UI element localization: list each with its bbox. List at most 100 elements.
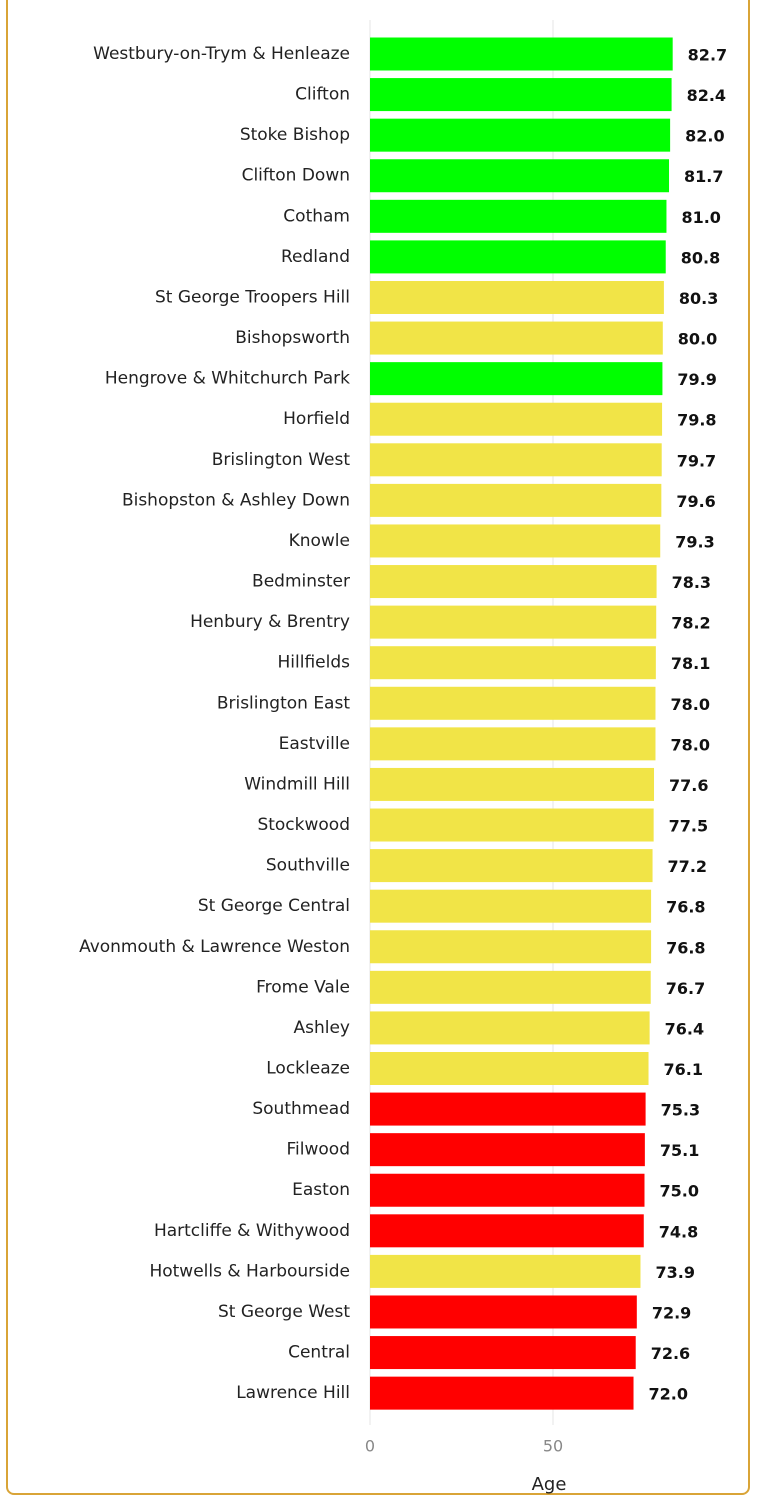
bar	[370, 970, 651, 1004]
value-label: 78.2	[671, 614, 710, 633]
y-tick-label: St George Central	[198, 896, 350, 916]
value-label: 80.0	[678, 330, 717, 349]
y-tick-label: Stockwood	[257, 815, 350, 835]
y-tick-label: Hengrove & Whitchurch Park	[105, 369, 350, 389]
y-tick-label: Southville	[266, 856, 350, 876]
y-tick-label: Redland	[281, 247, 350, 267]
y-tick-label: Stoke Bishop	[240, 125, 350, 145]
bar	[370, 402, 663, 436]
value-label: 78.3	[672, 573, 711, 592]
y-tick-label: Hartcliffe & Withywood	[154, 1221, 350, 1241]
bar	[370, 889, 652, 923]
bar	[370, 240, 666, 274]
bar	[370, 1133, 645, 1167]
value-label: 78.0	[670, 695, 709, 714]
bar	[370, 1295, 637, 1329]
bar	[370, 78, 672, 112]
value-label: 82.4	[687, 86, 726, 105]
bar	[370, 443, 662, 477]
y-tick-label: Southmead	[252, 1099, 350, 1119]
bar	[370, 37, 673, 71]
y-tick-label: Central	[288, 1343, 350, 1363]
value-label: 81.0	[681, 208, 720, 227]
bar	[370, 849, 653, 883]
value-label: 82.0	[685, 127, 724, 146]
bar	[370, 1011, 650, 1045]
y-tick-label: Knowle	[289, 531, 350, 551]
value-label: 75.0	[660, 1182, 699, 1201]
bar	[370, 727, 656, 761]
y-tick-label: St George Troopers Hill	[155, 287, 350, 307]
y-tick-label: Brislington East	[217, 693, 351, 713]
bar	[370, 1254, 641, 1288]
value-label: 76.1	[664, 1060, 703, 1079]
bar	[370, 930, 652, 964]
x-tick-label: 0	[365, 1437, 375, 1456]
bar	[370, 1376, 634, 1410]
value-label: 76.8	[666, 898, 705, 917]
card-border	[6, 0, 750, 1495]
bar	[370, 280, 664, 314]
y-tick-label: Eastville	[279, 734, 350, 754]
y-tick-label: Frome Vale	[256, 977, 350, 997]
value-label: 76.4	[665, 1019, 704, 1038]
bar	[370, 686, 656, 720]
bar	[370, 483, 662, 517]
value-label: 81.7	[684, 167, 723, 186]
value-label: 79.9	[677, 370, 716, 389]
y-tick-label: Filwood	[287, 1140, 350, 1160]
value-label: 80.3	[679, 289, 718, 308]
value-label: 74.8	[659, 1222, 698, 1241]
value-label: 73.9	[655, 1263, 694, 1282]
bar	[370, 524, 661, 558]
y-tick-label: Brislington West	[212, 450, 351, 470]
bar	[370, 199, 667, 233]
bar	[370, 605, 657, 639]
value-label: 72.9	[652, 1303, 691, 1322]
y-tick-label: Lockleaze	[266, 1059, 350, 1079]
value-label: 75.3	[661, 1101, 700, 1120]
x-tick-label: 50	[543, 1437, 563, 1456]
value-label: 77.2	[668, 857, 707, 876]
value-label: 77.5	[669, 817, 708, 836]
value-label: 76.7	[666, 979, 705, 998]
bar	[370, 321, 663, 355]
value-label: 80.8	[681, 248, 720, 267]
y-tick-label: Bishopston & Ashley Down	[122, 490, 350, 510]
bar	[370, 1173, 645, 1207]
y-tick-label: Hillfields	[278, 653, 351, 673]
y-tick-label: Bishopsworth	[235, 328, 350, 348]
bar	[370, 767, 655, 801]
bar	[370, 1092, 646, 1126]
value-label: 79.3	[675, 532, 714, 551]
bar	[370, 1336, 636, 1370]
bar	[370, 808, 654, 842]
bar	[370, 118, 671, 152]
value-label: 72.0	[649, 1385, 688, 1404]
y-tick-label: Westbury-on-Trym & Henleaze	[93, 44, 350, 64]
value-label: 79.8	[677, 411, 716, 430]
bar	[370, 159, 670, 193]
value-label: 78.1	[671, 654, 710, 673]
y-tick-label: Cotham	[283, 206, 350, 226]
value-label: 72.6	[651, 1344, 690, 1363]
y-tick-label: Clifton Down	[242, 166, 350, 186]
value-label: 79.7	[677, 451, 716, 470]
y-tick-label: Lawrence Hill	[236, 1383, 350, 1403]
y-tick-label: Avonmouth & Lawrence Weston	[79, 937, 350, 957]
value-label: 76.8	[666, 938, 705, 957]
y-tick-label: Easton	[292, 1180, 350, 1200]
y-tick-label: Hotwells & Harbourside	[149, 1261, 350, 1281]
y-tick-label: Henbury & Brentry	[190, 612, 350, 632]
value-label: 79.6	[676, 492, 715, 511]
bar	[370, 1052, 649, 1085]
x-axis-title: Age	[532, 1474, 567, 1495]
y-tick-label: St George West	[218, 1302, 350, 1322]
y-tick-label: Clifton	[295, 85, 350, 105]
value-label: 82.7	[688, 46, 727, 65]
y-tick-label: Bedminster	[252, 572, 350, 592]
value-label: 75.1	[660, 1141, 699, 1160]
value-label: 77.6	[669, 776, 708, 795]
